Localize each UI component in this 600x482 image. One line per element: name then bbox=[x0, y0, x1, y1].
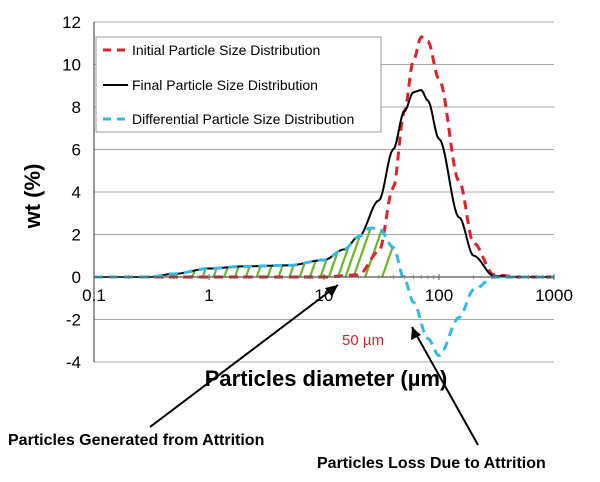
hatch-line bbox=[381, 246, 394, 278]
hatch-line bbox=[319, 259, 328, 278]
y-tick-label: 6 bbox=[72, 141, 81, 160]
hatch-line bbox=[308, 260, 317, 278]
hatch-line bbox=[327, 251, 339, 278]
legend-label-initial: Initial Particle Size Distribution bbox=[132, 42, 320, 58]
hatch-line bbox=[277, 265, 284, 278]
marker-label: 50 µm bbox=[342, 332, 384, 349]
legend-label-final: Final Particle Size Distribution bbox=[132, 77, 318, 93]
y-tick-label: 8 bbox=[72, 98, 81, 117]
x-tick-label: 0.1 bbox=[82, 286, 106, 305]
hatch-line bbox=[336, 246, 350, 278]
x-tick-label: 100 bbox=[425, 286, 453, 305]
generated-arrow bbox=[149, 284, 339, 428]
hatch-line bbox=[298, 262, 306, 278]
x-tick-label: 1 bbox=[204, 286, 213, 305]
y-tick-label: 2 bbox=[72, 226, 81, 245]
y-tick-label: 4 bbox=[72, 183, 81, 202]
loss-arrow bbox=[411, 326, 479, 446]
x-axis-title: Particles diameter (µm) bbox=[205, 366, 448, 391]
y-tick-label: 0 bbox=[72, 268, 81, 287]
hatch-line bbox=[266, 265, 273, 278]
legend: Initial Particle Size Distribution Final… bbox=[95, 36, 382, 133]
hatch-line bbox=[244, 265, 251, 278]
y-tick-label: -4 bbox=[66, 353, 81, 372]
series-differential bbox=[94, 226, 554, 358]
axes bbox=[93, 22, 555, 362]
legend-box bbox=[95, 36, 382, 133]
hatch-line bbox=[223, 266, 229, 278]
y-axis-title: wt (%) bbox=[20, 164, 45, 230]
generated-label: Particles Generated from Attrition bbox=[8, 432, 264, 449]
legend-label-differential: Differential Particle Size Distribution bbox=[132, 111, 354, 127]
hatch-line bbox=[233, 266, 240, 278]
hatch-line bbox=[344, 236, 361, 278]
hatch-line bbox=[352, 227, 372, 278]
y-tick-label: -2 bbox=[66, 311, 81, 330]
loss-label: Particles Loss Due to Attrition bbox=[317, 455, 546, 472]
y-tick-label: 10 bbox=[62, 56, 81, 75]
hatch-line bbox=[288, 264, 295, 278]
x-tick-label: 1000 bbox=[535, 286, 573, 305]
y-tick-label: 12 bbox=[62, 13, 81, 32]
hatch-line bbox=[255, 265, 262, 278]
